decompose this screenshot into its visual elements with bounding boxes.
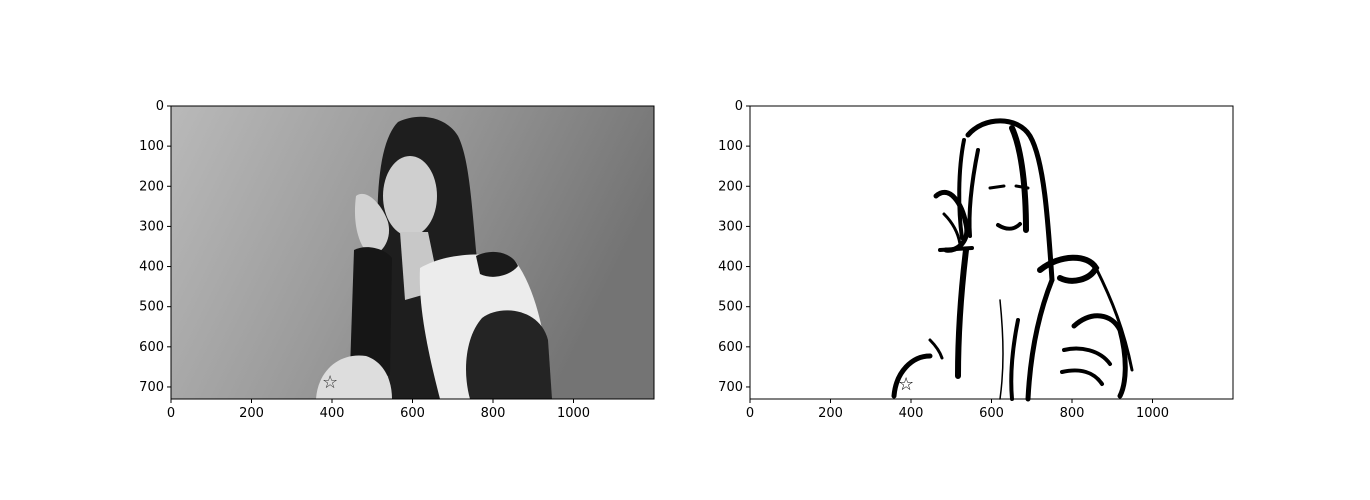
x-tick-label: 1000 — [1136, 406, 1169, 421]
edge-y-axis: 0 100 200 300 400 500 600 700 — [718, 99, 750, 395]
x-tick-label: 200 — [239, 406, 264, 421]
svg-text:☆: ☆ — [322, 372, 338, 393]
y-tick-label: 300 — [139, 219, 164, 234]
y-tick-label: 500 — [139, 300, 164, 315]
y-tick-label: 100 — [139, 139, 164, 154]
y-tick-label: 600 — [718, 340, 743, 355]
y-tick-label: 100 — [718, 139, 743, 154]
y-tick-label: 600 — [139, 340, 164, 355]
edge-image: ☆ — [750, 106, 1233, 402]
x-tick-label: 0 — [167, 406, 175, 421]
x-tick-label: 600 — [400, 406, 425, 421]
y-tick-label: 400 — [718, 260, 743, 275]
x-tick-label: 600 — [979, 406, 1004, 421]
y-tick-label: 0 — [735, 99, 743, 114]
y-tick-label: 700 — [718, 380, 743, 395]
svg-text:☆: ☆ — [898, 374, 914, 395]
x-tick-label: 1000 — [557, 406, 590, 421]
x-tick-label: 0 — [746, 406, 754, 421]
photo-x-axis: 0 200 400 600 800 1000 — [167, 399, 590, 421]
y-tick-label: 300 — [718, 219, 743, 234]
x-tick-label: 400 — [899, 406, 924, 421]
edge-panel: ☆ 0 200 400 600 800 1000 0 100 200 300 400 500 600 7… — [718, 99, 1234, 421]
y-tick-label: 200 — [718, 179, 743, 194]
y-tick-label: 0 — [156, 99, 164, 114]
x-tick-label: 400 — [320, 406, 345, 421]
photo-y-axis: 0 100 200 300 400 500 600 700 — [139, 99, 171, 395]
y-tick-label: 700 — [139, 380, 164, 395]
y-tick-label: 200 — [139, 179, 164, 194]
y-tick-label: 500 — [718, 300, 743, 315]
x-tick-label: 800 — [481, 406, 506, 421]
y-tick-label: 400 — [139, 260, 164, 275]
photo-image: ☆ — [171, 106, 654, 399]
x-tick-label: 800 — [1060, 406, 1085, 421]
photo-panel: ☆ 0 200 400 600 800 1000 0 100 200 300 400 500 600 7… — [139, 99, 655, 421]
x-tick-label: 200 — [818, 406, 843, 421]
edge-x-axis: 0 200 400 600 800 1000 — [746, 399, 1169, 421]
